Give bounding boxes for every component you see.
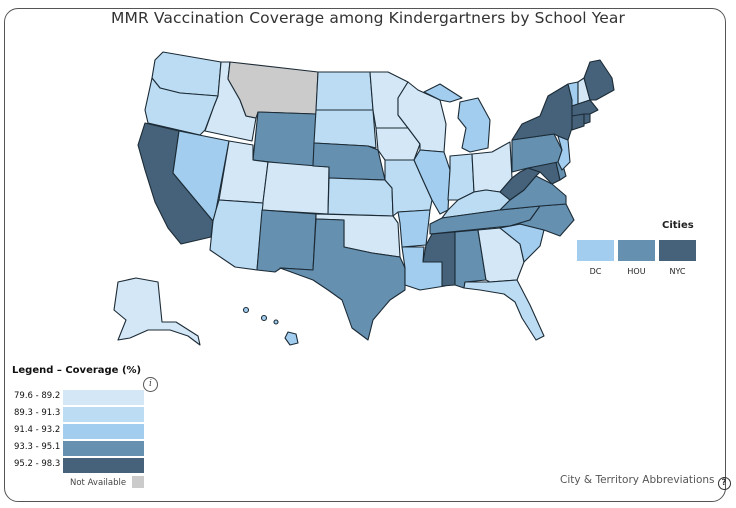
legend-bin-label: 91.4 - 93.2 <box>14 425 61 435</box>
state-wy[interactable] <box>252 111 317 168</box>
info-icon[interactable]: i <box>143 377 158 392</box>
state-nc[interactable] <box>509 203 575 237</box>
state-hi[interactable] <box>284 331 299 346</box>
legend-bin-label: 89.3 - 91.3 <box>14 408 61 418</box>
city-label: HOU <box>627 267 646 276</box>
city-hou[interactable]: HOU <box>618 240 655 276</box>
legend-swatch <box>63 390 144 405</box>
state-ma[interactable] <box>571 99 599 117</box>
state-sd[interactable] <box>313 109 377 149</box>
state-ar[interactable] <box>397 209 431 248</box>
legend-bin-label: 93.3 - 95.1 <box>14 442 61 452</box>
state-ct[interactable] <box>571 113 585 131</box>
city-label: NYC <box>669 267 686 276</box>
state-co[interactable] <box>261 161 330 215</box>
legend-bin-label: 79.6 - 89.2 <box>14 391 61 401</box>
city-nyc[interactable]: NYC <box>659 240 696 276</box>
legend-swatch <box>63 407 144 422</box>
city-swatch <box>618 240 655 261</box>
city-swatch <box>659 240 696 261</box>
state-hi-islands <box>242 306 250 314</box>
page-title: MMR Vaccination Coverage among Kindergar… <box>111 9 625 27</box>
state-hi-islands <box>273 319 279 325</box>
legend-bin-label: 95.2 - 98.3 <box>14 459 61 469</box>
abbreviations-link-label: City & Territory Abbreviations <box>560 474 715 486</box>
help-icon[interactable]: ? <box>717 477 731 490</box>
city-label: DC <box>589 267 602 276</box>
state-mi[interactable] <box>457 97 491 153</box>
state-in[interactable] <box>447 153 475 201</box>
cities-title: Cities <box>662 220 694 231</box>
state-ks[interactable] <box>327 177 394 217</box>
legend-swatch <box>63 441 144 456</box>
city-swatch <box>577 240 614 261</box>
state-fl[interactable] <box>463 279 545 341</box>
legend-swatch <box>63 424 144 439</box>
legend-title: Legend – Coverage (%) <box>12 365 142 376</box>
state-ny[interactable] <box>511 83 573 141</box>
state-mi-up[interactable] <box>423 83 463 103</box>
not-available-label: Not Available <box>70 478 127 488</box>
city-dc[interactable]: DC <box>577 240 614 276</box>
state-hi-islands <box>260 314 268 322</box>
state-il[interactable] <box>413 149 451 215</box>
state-ri[interactable] <box>583 113 591 125</box>
city-territory-abbreviations-link[interactable]: City & Territory Abbreviations? <box>560 474 731 490</box>
state-tx[interactable] <box>279 218 406 341</box>
state-me[interactable] <box>583 59 615 101</box>
state-nm[interactable] <box>256 209 317 273</box>
state-ak[interactable] <box>113 277 201 346</box>
state-nd[interactable] <box>315 71 374 111</box>
legend-swatch <box>63 458 144 473</box>
not-available-swatch <box>132 476 144 488</box>
state-az[interactable] <box>209 199 264 271</box>
